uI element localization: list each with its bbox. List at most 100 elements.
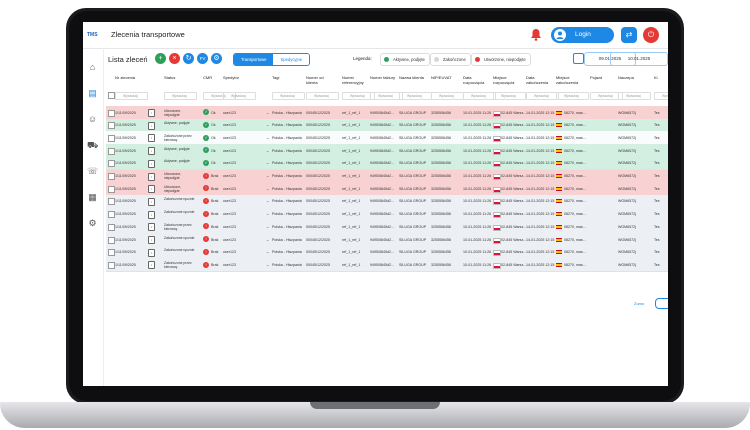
table-row[interactable]: i! ⌄ 1/11/09/2025 Utworzone, niepodjęte Brak…	[106, 169, 668, 184]
zoom-button[interactable]	[655, 298, 668, 309]
column-filter-input[interactable]: Wyszukaj	[342, 92, 375, 100]
column-filter-input[interactable]: Wyszukaj	[493, 92, 526, 100]
info-icon[interactable]: i	[148, 147, 155, 156]
column-filter-input[interactable]: Wyszukaj	[526, 92, 559, 100]
chevron-down-icon[interactable]: ⌄	[266, 198, 270, 204]
column-filter-input[interactable]: Wyszukaj	[203, 92, 236, 100]
chevron-down-icon[interactable]: ⌄	[266, 236, 270, 242]
row-checkbox[interactable]	[108, 122, 115, 130]
tab-spedycyjne[interactable]: Spedycyjne	[273, 54, 310, 65]
column-header[interactable]: Data zakończenia	[526, 75, 549, 85]
column-filter-input[interactable]: Wyszukaj	[164, 92, 197, 100]
column-filter-input[interactable]: Wyszukaj	[431, 92, 464, 100]
chevron-down-icon[interactable]: ⌄	[266, 261, 270, 267]
table-row[interactable]: i ✓ ⌄ 1/11/09/2025 Aktywne, podjęte Ok user123…	[106, 144, 668, 158]
table-row[interactable]: i! ⌄ 1/11/09/2025 Zakończone ręcznie Brak use…	[106, 233, 668, 247]
calculator-icon[interactable]: ▦	[88, 192, 97, 202]
info-icon[interactable]: i	[148, 197, 155, 206]
table-row[interactable]: i! ⌄ 1/11/09/2025 Utworzone, niepodjęte Brak…	[106, 182, 668, 196]
info-icon[interactable]: i	[148, 159, 155, 168]
column-header[interactable]: Spedytor	[223, 75, 240, 80]
swap-icon[interactable]: ⇄	[621, 27, 637, 43]
truck-icon[interactable]: ⛟	[87, 140, 99, 150]
column-header[interactable]: CMR	[203, 75, 213, 80]
settings-icon[interactable]: ⚙	[211, 53, 222, 64]
column-header[interactable]: Naczepa	[618, 75, 634, 80]
row-checkbox[interactable]	[108, 249, 115, 257]
row-checkbox[interactable]	[108, 147, 115, 155]
fv-button[interactable]: FV	[197, 53, 208, 64]
column-header[interactable]: Miejsce rozpoczęcia	[493, 75, 515, 85]
refresh-icon[interactable]: ↻	[183, 53, 194, 64]
tab-transportowe[interactable]: Transportowe	[234, 54, 274, 65]
table-row[interactable]: i ✓ ⌄ 1/11/09/2025 Aktywne, podjęte Ok user123…	[106, 156, 668, 171]
table-row[interactable]: i! ⌄ 1/11/09/2025 Zakończone ręcznie Brak use…	[106, 194, 668, 209]
column-header[interactable]: Pojazd	[590, 75, 603, 80]
column-filter-input[interactable]: Wyszukaj	[399, 92, 432, 100]
info-icon[interactable]: i	[148, 172, 155, 181]
info-icon[interactable]: i	[148, 109, 155, 117]
table-row[interactable]: i ✓ ⌄ 1/11/09/2025 Zakończone przez kierowcę…	[106, 131, 668, 146]
table-row[interactable]: i ✓ ⌄ 1/11/09/2025 Aktywne, podjęte Ok user123…	[106, 118, 668, 133]
column-header[interactable]: Numer faktury	[370, 75, 396, 80]
chat-icon[interactable]: ☏	[87, 166, 99, 176]
table-row[interactable]: i! ⌄ 1/11/09/2025 Zakończone przez kierowcę…	[106, 258, 668, 273]
chevron-down-icon[interactable]: ⌄	[266, 249, 270, 255]
chevron-down-icon[interactable]: ⌄	[266, 160, 270, 166]
row-checkbox[interactable]	[108, 134, 115, 142]
column-filter-input[interactable]: Wyszukaj	[115, 92, 148, 100]
info-icon[interactable]: i	[148, 261, 155, 270]
column-filter-input[interactable]: Wyszukaj	[463, 92, 496, 100]
column-header[interactable]: Nr zlecenia	[115, 75, 136, 80]
info-icon[interactable]: i	[148, 223, 155, 232]
table-row[interactable]: i! ⌄ 1/11/09/2025 Zakończone ręcznie Brak use…	[106, 207, 668, 222]
info-icon[interactable]: i	[148, 121, 155, 130]
column-header[interactable]: Tagi	[272, 75, 280, 80]
column-header[interactable]: NIP/EUVAT	[431, 75, 452, 80]
column-filter-input[interactable]: Wyszukaj	[590, 92, 623, 100]
column-header[interactable]: Nazwa klienta	[399, 75, 424, 80]
info-icon[interactable]: i	[148, 210, 155, 219]
table-row[interactable]: i! ⌄ 1/11/09/2025 Zakończone ręcznie Brak use…	[106, 245, 668, 260]
delete-icon[interactable]: ×	[169, 53, 180, 64]
row-checkbox[interactable]	[108, 109, 115, 117]
users-icon[interactable]: ☺	[87, 114, 98, 124]
column-header[interactable]: Miejsce zakończenia	[556, 75, 579, 85]
chevron-down-icon[interactable]: ⌄	[266, 185, 270, 191]
chevron-down-icon[interactable]: ⌄	[266, 211, 270, 217]
orders-icon[interactable]: ▤	[88, 88, 97, 98]
table-row[interactable]: i! ⌄ 1/11/09/2025 Zakończone przez kierowcę…	[106, 220, 668, 234]
row-checkbox[interactable]	[108, 198, 115, 206]
row-checkbox[interactable]	[108, 160, 115, 168]
select-all-checkbox[interactable]	[108, 92, 115, 99]
column-filter-input[interactable]: Wyszukaj	[223, 92, 256, 100]
chevron-down-icon[interactable]: ⌄	[266, 223, 270, 229]
info-icon[interactable]: i	[148, 185, 155, 194]
table-row[interactable]: i ✓ ⌄ 1/11/09/2025 Utworzone, niepodjęte Ok us…	[106, 106, 668, 120]
chevron-down-icon[interactable]: ⌄	[266, 147, 270, 153]
row-checkbox[interactable]	[108, 223, 115, 231]
column-filter-input[interactable]: Wyszukaj	[556, 92, 589, 100]
column-filter-input[interactable]: Wyszukaj	[272, 92, 305, 100]
row-checkbox[interactable]	[108, 236, 115, 244]
row-checkbox[interactable]	[108, 173, 115, 180]
column-header[interactable]: Ki	[654, 75, 658, 80]
column-filter-input[interactable]: Wyszukaj	[370, 92, 403, 100]
info-icon[interactable]: i	[148, 248, 155, 257]
info-icon[interactable]: i	[148, 236, 155, 244]
row-checkbox[interactable]	[108, 261, 115, 269]
column-header[interactable]: Status	[164, 75, 176, 80]
power-icon[interactable]: ⏻	[643, 27, 659, 43]
row-checkbox[interactable]	[108, 211, 115, 219]
settings-icon[interactable]: ⚙	[88, 218, 97, 228]
chevron-down-icon[interactable]: ⌄	[266, 173, 270, 178]
column-filter-input[interactable]: Wyszukaj	[618, 92, 651, 100]
home-icon[interactable]: ⌂	[89, 62, 96, 72]
info-icon[interactable]: i	[148, 134, 155, 143]
chevron-down-icon[interactable]: ⌄	[266, 134, 270, 140]
row-checkbox[interactable]	[108, 185, 115, 193]
column-header[interactable]: Data rozpoczęcia	[463, 75, 485, 85]
column-filter-input[interactable]: Wyszukaj	[306, 92, 339, 100]
bell-icon[interactable]	[530, 28, 542, 41]
column-header[interactable]: Numer referencyjny	[342, 75, 364, 85]
